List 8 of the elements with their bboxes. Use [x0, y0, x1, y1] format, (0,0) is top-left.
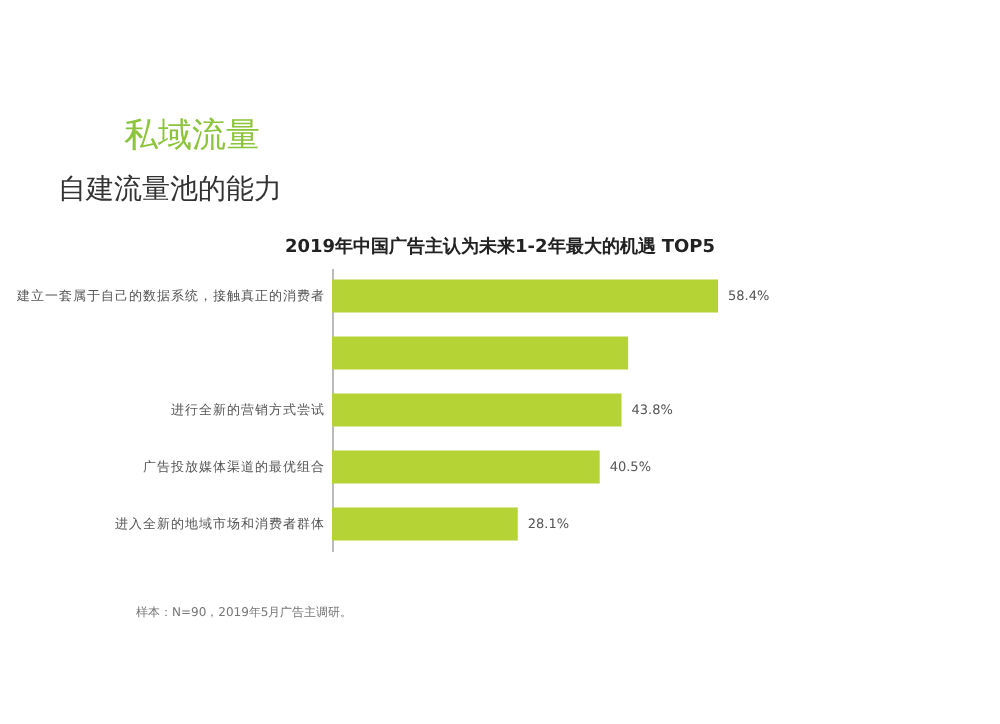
bar — [332, 279, 718, 313]
chart-title: 2019年中国广告主认为未来1-2年最大的机遇 TOP5 — [282, 234, 718, 260]
bar — [332, 393, 622, 427]
text: 自建流量池的能力 — [58, 172, 282, 208]
text: 私域流量 — [124, 114, 260, 158]
bar — [332, 507, 518, 541]
bar — [332, 450, 600, 484]
bar — [332, 336, 629, 370]
